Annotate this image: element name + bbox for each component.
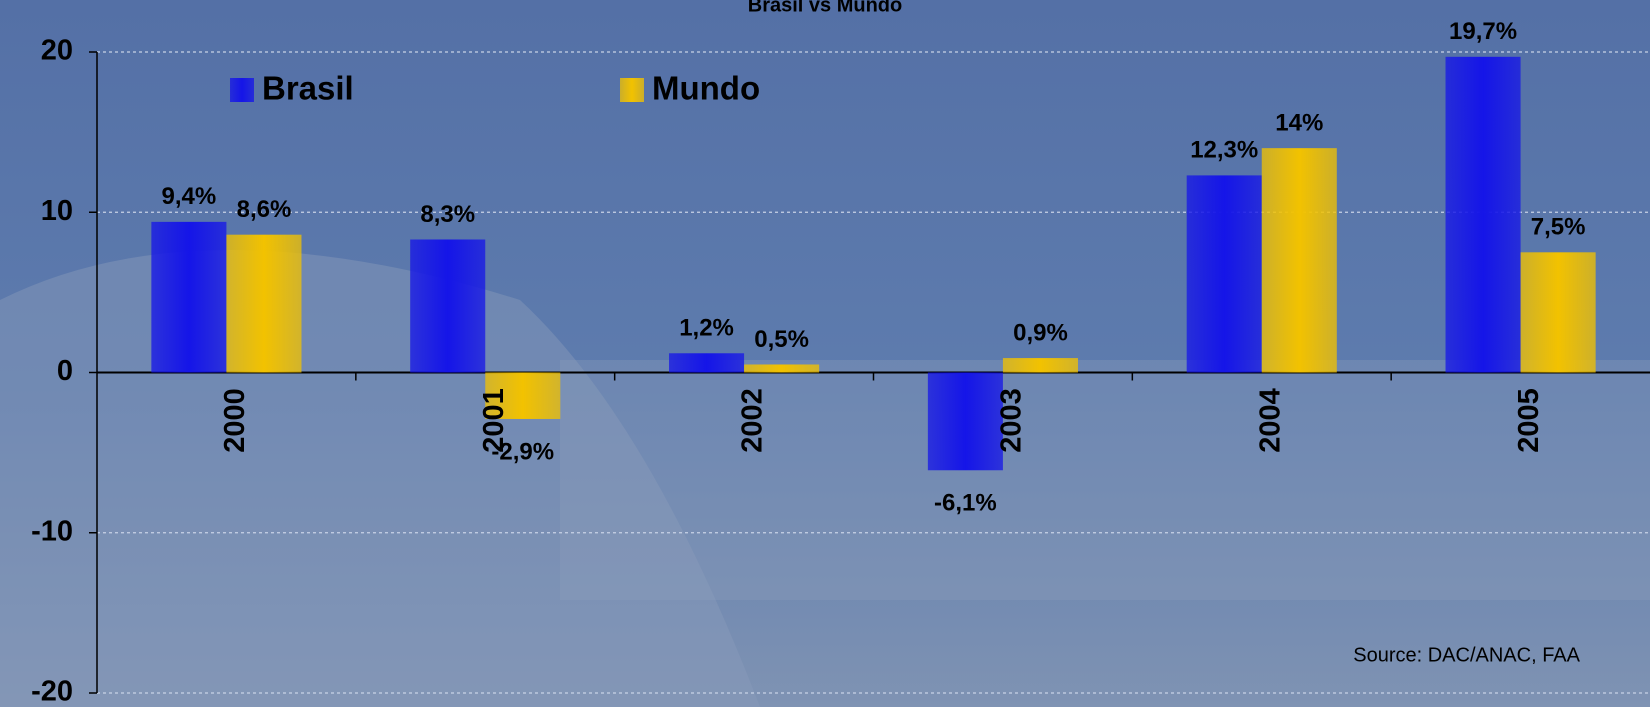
bar: [669, 353, 744, 372]
bar: [410, 239, 485, 372]
value-label: 9,4%: [162, 183, 217, 210]
source-note: Source: DAC/ANAC, FAA: [1353, 644, 1580, 666]
bar: [1446, 57, 1521, 373]
chart-title: Brasil vs Mundo: [748, 0, 902, 16]
x-tick-label: 2004: [1254, 388, 1286, 453]
legend-swatch: [620, 78, 644, 102]
value-label: 8,6%: [237, 196, 292, 223]
bar: [928, 373, 1003, 471]
chart: Brasil vs Mundo Source: DAC/ANAC, FAA -2…: [0, 0, 1650, 707]
bar: [744, 364, 819, 372]
y-tick-label: -20: [31, 676, 73, 707]
y-tick-label: 20: [41, 35, 73, 67]
x-tick-label: 2000: [219, 388, 251, 453]
value-label: 8,3%: [420, 201, 475, 228]
x-tick-label: 2005: [1513, 388, 1545, 453]
value-label: 7,5%: [1531, 214, 1586, 241]
x-tick-label: 2001: [478, 388, 510, 453]
bar: [1262, 148, 1337, 372]
y-tick-label: 10: [41, 195, 73, 227]
bar: [151, 222, 226, 373]
y-tick-label: 0: [57, 355, 73, 387]
background-shape: [560, 360, 1650, 600]
value-label: -6,1%: [934, 490, 997, 517]
page: {"chart_data": {"type": "bar", "title": …: [0, 0, 1650, 707]
y-tick-label: -10: [31, 515, 73, 547]
value-label: 0,9%: [1013, 319, 1068, 346]
legend-swatch: [230, 78, 254, 102]
value-label: 19,7%: [1449, 18, 1517, 45]
x-tick-label: 2002: [737, 388, 769, 453]
bar: [1521, 252, 1596, 372]
legend-label: Mundo: [652, 70, 760, 107]
value-label: 0,5%: [754, 326, 809, 353]
value-label: 1,2%: [679, 315, 734, 342]
value-label: 12,3%: [1190, 137, 1258, 164]
x-tick-label: 2003: [996, 388, 1028, 453]
legend-label: Brasil: [262, 70, 354, 107]
bar: [1003, 358, 1078, 372]
bar: [226, 235, 301, 373]
value-label: 14%: [1275, 109, 1323, 136]
bar: [1187, 175, 1262, 372]
